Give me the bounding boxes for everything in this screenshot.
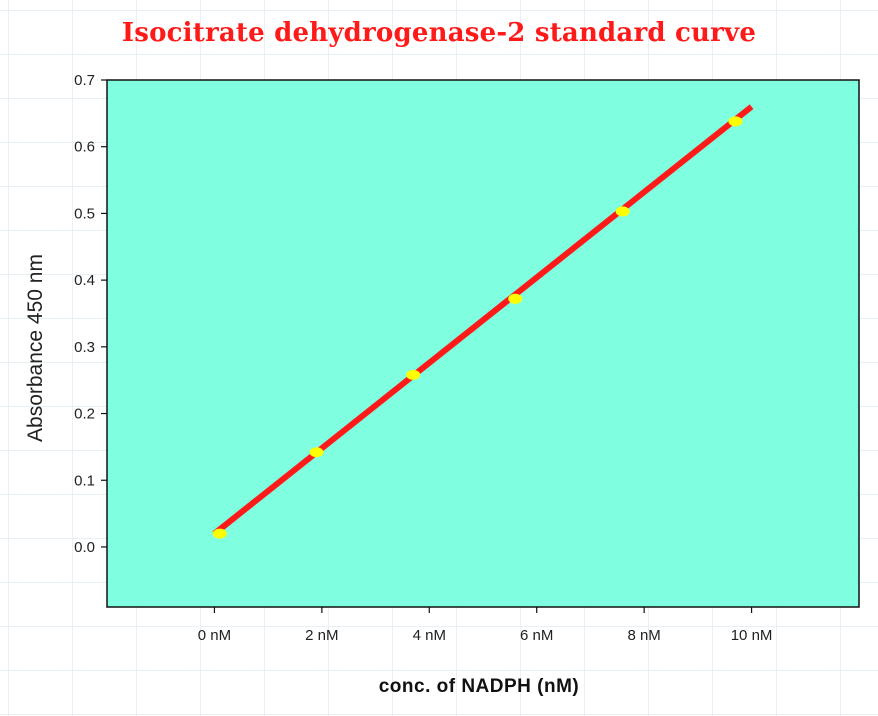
data-point (406, 369, 421, 380)
data-point (615, 206, 630, 217)
y-tick-label: 0.7 (74, 72, 95, 89)
x-axis-label: conc. of NADPH (nM) (378, 676, 580, 697)
y-tick-label: 0.3 (74, 339, 95, 356)
y-tick-label: 0.2 (74, 406, 95, 423)
data-point (728, 116, 743, 127)
x-tick-label: 6 nM (520, 627, 553, 644)
y-tick-label: 0.5 (74, 205, 95, 222)
y-tick-label: 0.0 (74, 539, 95, 556)
y-tick-label: 0.4 (74, 272, 95, 289)
series-line (212, 104, 754, 536)
data-point (508, 293, 523, 304)
x-tick-label: 4 nM (413, 627, 446, 644)
x-tick-label: 10 nM (731, 627, 773, 644)
data-point (212, 528, 227, 539)
x-tick-label: 2 nM (305, 627, 338, 644)
chart-title: Isocitrate dehydrogenase-2 standard curv… (121, 18, 757, 48)
x-tick-label: 0 nM (198, 627, 231, 644)
data-point (309, 447, 324, 458)
y-tick-label: 0.6 (74, 139, 95, 156)
y-tick-label: 0.1 (74, 472, 95, 489)
x-tick-label: 8 nM (627, 627, 660, 644)
